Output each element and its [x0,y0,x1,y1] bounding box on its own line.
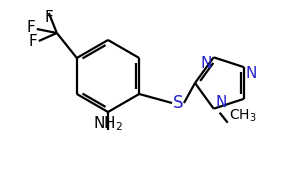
Text: CH$_3$: CH$_3$ [229,107,256,124]
Text: F: F [28,35,37,49]
Text: N: N [200,56,212,71]
Text: N: N [246,66,257,81]
Text: NH$_2$: NH$_2$ [93,114,123,133]
Text: N: N [216,95,227,110]
Text: S: S [173,94,183,112]
Text: F: F [45,10,53,25]
Text: F: F [26,21,35,36]
